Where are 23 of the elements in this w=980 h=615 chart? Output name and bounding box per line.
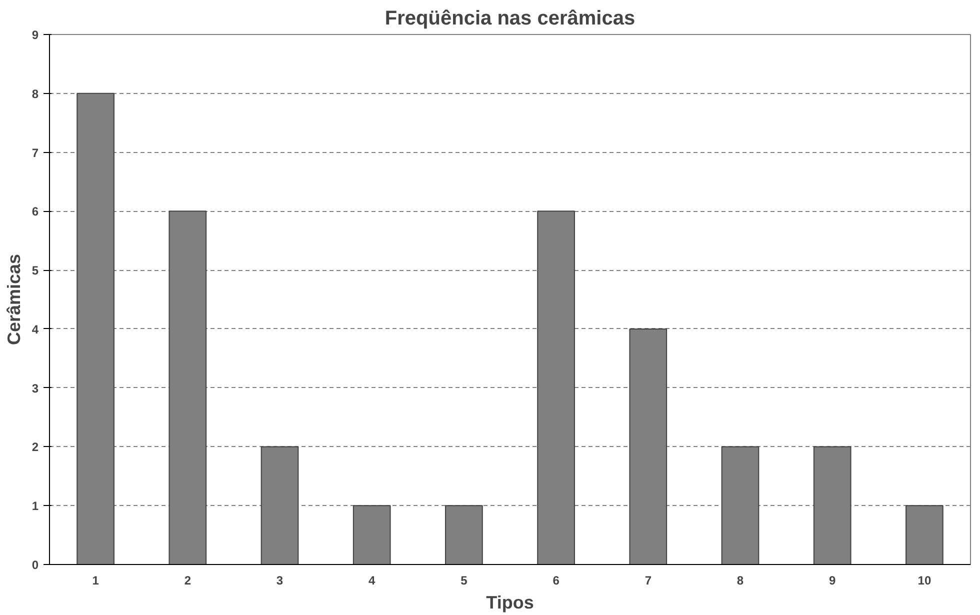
y-tick-label: 8 (32, 86, 39, 101)
x-tick-label: 4 (368, 574, 376, 588)
x-tick-label: 6 (552, 574, 560, 588)
x-axis-title: Tipos (486, 592, 534, 612)
chart-title: Freqüência nas cerâmicas (384, 8, 636, 30)
y-tick-label: 0 (32, 558, 39, 572)
y-tick-label: 3 (32, 381, 39, 396)
y-tick-label: 2 (32, 440, 39, 454)
y-tick-label: 5 (32, 264, 39, 278)
y-tick-label: 7 (32, 146, 39, 160)
y-tick-label: 9 (32, 28, 39, 42)
y-tick-label: 4 (32, 322, 39, 336)
y-tick-label: 1 (32, 499, 39, 514)
x-tick-label: 7 (644, 574, 652, 588)
y-axis-title: Cerâmicas (4, 254, 24, 346)
x-tick-label: 10 (918, 574, 932, 588)
y-tick-label: 6 (32, 204, 39, 219)
x-tick-label: 1 (92, 574, 100, 588)
x-tick-label: 9 (829, 574, 836, 588)
x-tick-label: 8 (736, 574, 744, 588)
x-tick-label: 2 (184, 574, 192, 588)
x-tick-label: 3 (276, 574, 284, 588)
x-tick-label: 5 (460, 574, 468, 588)
